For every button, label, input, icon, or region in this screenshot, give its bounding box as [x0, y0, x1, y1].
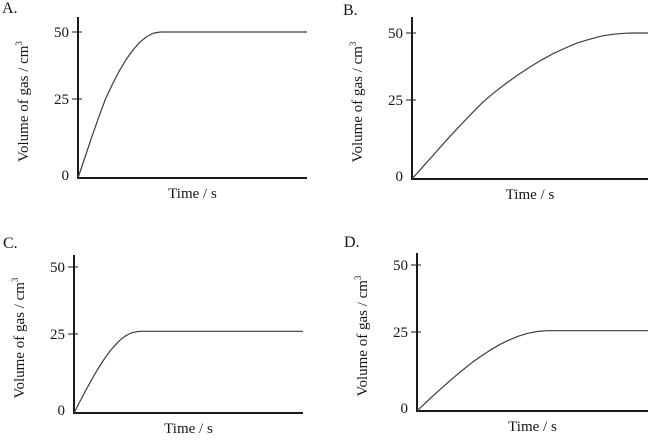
y-tick-label-25: 25	[50, 327, 65, 343]
panel-c-label: C.	[3, 235, 18, 252]
chart-d-plot: 0 25 50 Time / s Volume of gas / cm3	[353, 253, 648, 435]
y-tick-label-25: 25	[388, 93, 403, 109]
gas-volume-curve	[416, 330, 648, 412]
x-axis-label: Time / s	[164, 421, 213, 437]
chart-panel-a: A. 0 25 50 Time / s Volume of gas / cm3	[0, 0, 325, 220]
panel-a-label: A.	[2, 0, 18, 17]
y-axis-label: Volume of gas / cm3	[353, 275, 371, 396]
y-tick-label-25: 25	[54, 92, 69, 108]
chart-a-plot: 0 25 50 Time / s Volume of gas / cm3	[14, 17, 307, 202]
panel-d-label: D.	[344, 234, 360, 251]
chart-panel-c: C. 0 25 50 Time / s Volume of gas / cm3	[0, 221, 325, 441]
x-axis-label: Time / s	[508, 419, 557, 435]
panel-b-label: B.	[343, 2, 358, 19]
y-tick-label-0: 0	[396, 169, 404, 185]
y-tick-label-50: 50	[393, 258, 408, 274]
gas-volume-curve	[73, 330, 303, 414]
y-axis-label: Volume of gas / cm3	[10, 277, 28, 398]
chart-panel-d: D. 0 25 50 Time / s Volume of gas / cm3	[326, 221, 651, 441]
y-axis-label: Volume of gas / cm3	[348, 41, 366, 162]
chart-panel-b: B. 0 25 50 Time / s Volume of gas / cm3	[326, 0, 651, 220]
y-tick-label-0: 0	[401, 401, 409, 417]
y-tick-label-0: 0	[62, 168, 70, 184]
chart-b-plot: 0 25 50 Time / s Volume of gas / cm3	[348, 17, 648, 203]
gas-volume-curve	[77, 31, 307, 179]
gas-volume-curve	[411, 32, 648, 180]
y-tick-label-50: 50	[388, 26, 403, 42]
x-axis-label: Time / s	[506, 187, 555, 203]
y-tick-label-50: 50	[54, 25, 69, 41]
y-tick-label-0: 0	[58, 403, 66, 419]
y-axis-label: Volume of gas / cm3	[14, 41, 32, 162]
chart-c-plot: 0 25 50 Time / s Volume of gas / cm3	[10, 255, 303, 437]
x-axis-label: Time / s	[168, 186, 217, 202]
y-tick-label-25: 25	[393, 325, 408, 341]
y-tick-label-50: 50	[50, 260, 65, 276]
